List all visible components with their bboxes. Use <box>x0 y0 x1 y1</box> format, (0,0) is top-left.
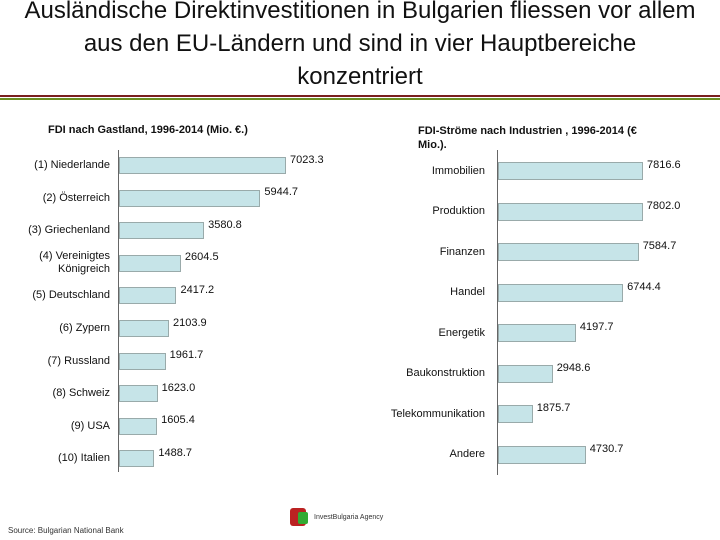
chart-title: FDI-Ströme nach Industrien , 1996-2014 (… <box>418 125 637 151</box>
value-label: 6744.4 <box>627 280 661 293</box>
bar <box>119 385 158 403</box>
value-label: 7584.7 <box>642 240 677 252</box>
logo-text: InvestBulgaria Agency <box>314 514 384 521</box>
chart-title: FDI nach Gastland, 1996-2014 (Mio. €.) <box>48 124 248 136</box>
bar <box>119 417 158 435</box>
logo-icon-green <box>298 512 308 524</box>
axis-line <box>497 150 498 475</box>
bar <box>119 254 181 272</box>
title-rule <box>0 95 720 97</box>
bar <box>498 445 586 464</box>
category-label: Baukonstruktion <box>406 367 485 379</box>
bar <box>119 352 166 370</box>
category-label: (10) Italien <box>58 452 110 465</box>
value-label: 7802.0 <box>646 199 681 212</box>
category-label: Finanzen <box>439 245 485 258</box>
slide-title: Ausländische Direktinvestitionen in Bulg… <box>24 0 696 90</box>
category-label: (5) Deutschland <box>32 289 110 302</box>
category-label: Telekommunikation <box>390 407 485 420</box>
value-label: 2604.5 <box>184 251 219 264</box>
category-label: Andere <box>449 448 485 460</box>
bar <box>498 324 576 342</box>
value-label: 7816.6 <box>647 159 681 171</box>
bar <box>119 450 155 468</box>
bar <box>498 243 639 261</box>
bar <box>498 283 624 302</box>
value-label: 2417.2 <box>180 283 215 296</box>
axis-line <box>118 150 119 472</box>
value-label: 2103.9 <box>173 316 207 329</box>
value-label: 7023.3 <box>290 153 324 166</box>
category-label: (4) Vereinigtes Königreich <box>39 250 110 276</box>
category-label: (8) Schweiz <box>52 387 110 400</box>
bar <box>498 202 643 221</box>
category-label: Immobilien <box>431 164 485 177</box>
category-label: Handel <box>450 286 485 298</box>
value-label: 1961.7 <box>169 349 204 362</box>
value-label: 2948.6 <box>556 361 591 374</box>
bar <box>498 405 533 423</box>
bar <box>119 320 170 337</box>
title-rule-green <box>0 98 720 100</box>
category-label: (1) Niederlande <box>34 159 110 171</box>
bar <box>119 189 261 207</box>
category-label: (7) Russland <box>47 354 110 367</box>
value-label: 5944.7 <box>264 186 298 199</box>
bar <box>119 287 177 305</box>
bar <box>119 157 286 174</box>
bar <box>119 222 205 240</box>
value-label: 1875.7 <box>536 402 571 414</box>
value-label: 1605.4 <box>161 414 195 427</box>
category-label: (3) Griechenland <box>28 224 110 237</box>
value-label: 3580.8 <box>208 218 242 231</box>
value-label: 4197.7 <box>579 321 614 333</box>
bar <box>498 364 553 383</box>
category-label: Energetik <box>438 326 485 339</box>
category-label: (6) Zypern <box>59 322 110 334</box>
category-label: Produktion <box>432 205 485 217</box>
value-label: 1623.0 <box>161 381 196 394</box>
value-label: 4730.7 <box>589 442 624 455</box>
value-label: 1488.7 <box>158 446 193 459</box>
category-label: (2) Österreich <box>42 191 110 204</box>
source-note: Source: Bulgarian National Bank <box>8 526 124 535</box>
category-label: (9) USA <box>70 419 110 432</box>
bar <box>498 162 643 180</box>
